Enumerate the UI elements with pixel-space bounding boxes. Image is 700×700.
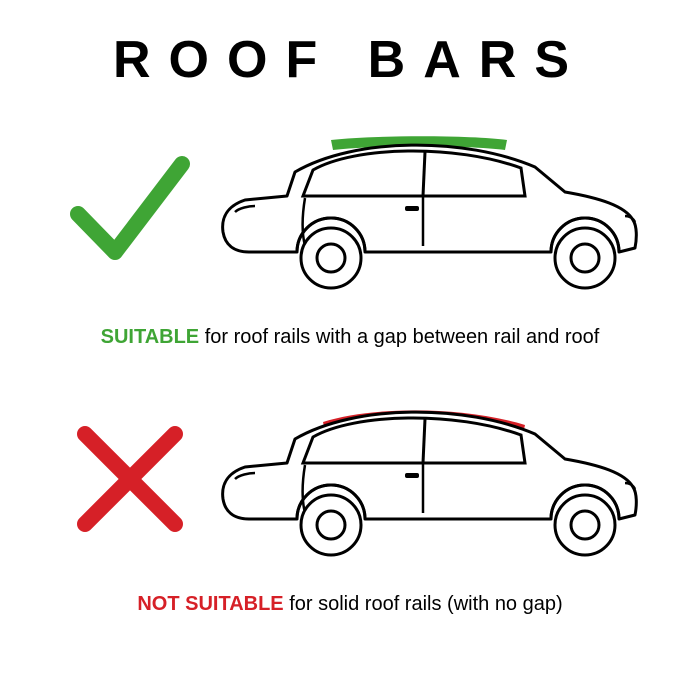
caption-emph-not-suitable: NOT SUITABLE: [137, 593, 283, 615]
section-suitable: [20, 112, 680, 312]
caption-suitable: SUITABLE for roof rails with a gap betwe…: [101, 326, 600, 349]
caption-emph-suitable: SUITABLE: [101, 326, 200, 348]
infographic-root: ROOF BARS: [0, 0, 700, 700]
caption-rest-not-suitable: for solid roof rails (with no gap): [284, 593, 563, 615]
check-icon: [55, 142, 205, 282]
section-not-suitable: [20, 379, 680, 579]
cross-icon: [55, 414, 205, 544]
car-not-suitable: [205, 379, 645, 579]
page-title: ROOF BARS: [113, 30, 587, 90]
car-suitable: [205, 112, 645, 312]
caption-not-suitable: NOT SUITABLE for solid roof rails (with …: [137, 593, 562, 616]
caption-rest-suitable: for roof rails with a gap between rail a…: [199, 326, 599, 348]
